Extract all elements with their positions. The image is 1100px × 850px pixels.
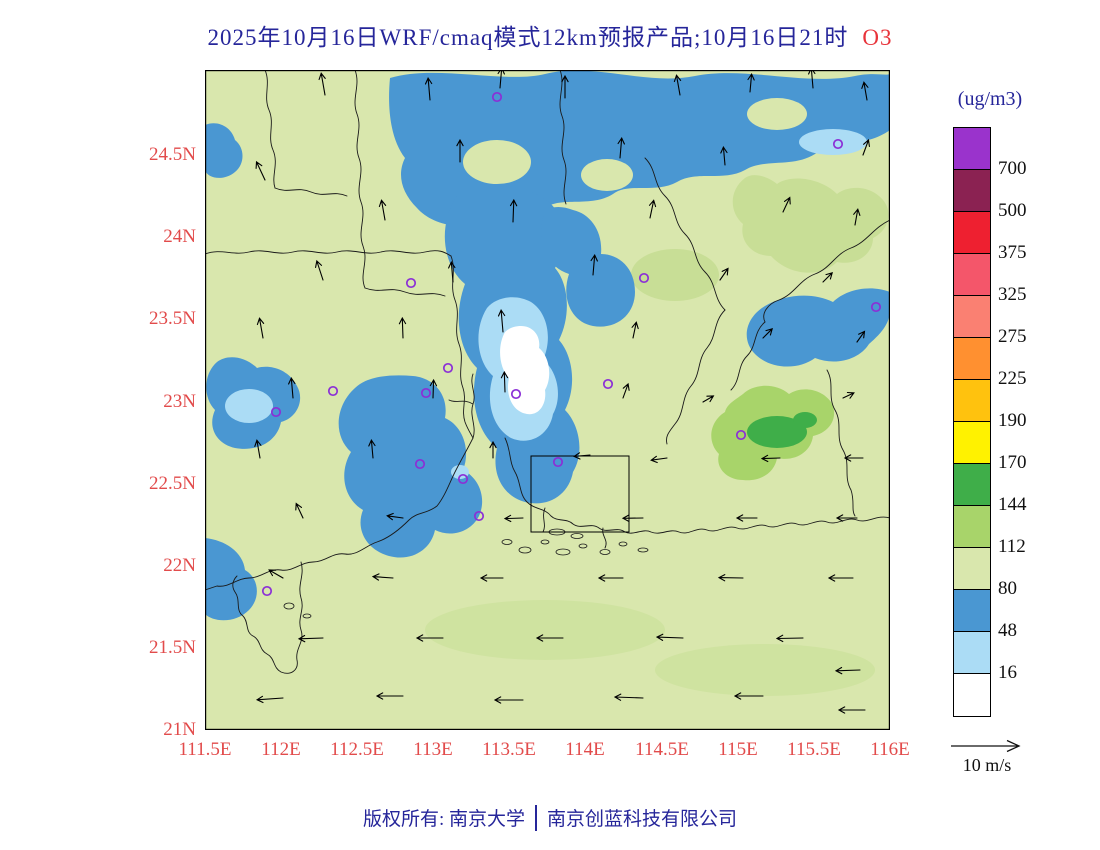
copyright-left: 版权所有: 南京大学 <box>362 809 525 830</box>
coastline <box>205 437 474 591</box>
color-scale-cell <box>954 548 990 590</box>
color-scale-value: 170 <box>998 452 1027 473</box>
color-scale-value: 190 <box>998 410 1027 431</box>
station-marker-icon <box>420 387 432 399</box>
lon-tick-label: 112.5E <box>330 739 384 760</box>
footer-divider <box>535 804 537 831</box>
color-scale-value: 144 <box>998 494 1027 515</box>
lat-tick-label: 21N <box>163 719 196 740</box>
page-title: 2025年10月16日WRF/cmaq模式12km预报产品;10月16日21时 O… <box>0 18 1100 52</box>
boundary-lines <box>205 70 890 674</box>
color-scale-value: 225 <box>998 368 1027 389</box>
wind-scale-arrow-icon <box>951 739 1021 753</box>
color-scale-bar <box>953 127 991 717</box>
lat-tick-label: 22N <box>163 555 196 576</box>
species-label: O3 <box>862 25 893 50</box>
coastline-east <box>504 437 890 534</box>
lon-tick-label: 114.5E <box>635 739 689 760</box>
lat-tick-label: 21.5N <box>149 637 196 658</box>
lat-tick-label: 24.5N <box>149 144 196 165</box>
station-marker-icon <box>414 458 426 470</box>
color-scale-cell <box>954 170 990 212</box>
station-marker-icon <box>735 429 747 441</box>
color-scale-value: 112 <box>998 536 1026 557</box>
station-marker-icon <box>491 91 503 103</box>
province-boundary <box>354 70 366 289</box>
color-scale-cell <box>954 254 990 296</box>
station-marker-icon <box>870 301 882 313</box>
color-scale-cell <box>954 212 990 254</box>
lon-tick-label: 112E <box>261 739 301 760</box>
lat-tick-label: 24N <box>163 226 196 247</box>
province-boundary <box>666 309 726 445</box>
province-boundary <box>826 369 856 517</box>
color-scale-value: 80 <box>998 578 1017 599</box>
province-boundary <box>763 219 890 323</box>
coastline-peninsula <box>232 561 303 674</box>
wind-scale-label: 10 m/s <box>962 755 1012 775</box>
lon-tick-label: 114E <box>565 739 605 760</box>
copyright-footer: 版权所有: 南京大学 南京创蓝科技有限公司 <box>0 804 1100 831</box>
station-marker-icon <box>510 388 522 400</box>
color-scale-cell <box>954 506 990 548</box>
lon-tick-label: 113E <box>413 739 453 760</box>
color-scale-cell <box>954 464 990 506</box>
station-marker-icon <box>457 473 469 485</box>
legend-units-label: (ug/m3) <box>957 88 1023 110</box>
lon-tick-label: 116E <box>870 739 910 760</box>
color-scale-cell <box>954 296 990 338</box>
color-scale-value: 275 <box>998 326 1027 347</box>
color-scale-value: 700 <box>998 158 1027 179</box>
station-marker-icon <box>832 138 844 150</box>
color-scale-cell <box>954 128 990 170</box>
color-scale-value: 16 <box>998 662 1017 683</box>
color-scale-labels: 700 500 375 325 275 225 190 170 144 112 80 48 16 <box>998 127 1068 715</box>
station-marker-icon <box>442 362 454 374</box>
color-scale-value: 500 <box>998 200 1027 221</box>
province-boundary <box>274 187 348 197</box>
lat-tick-label: 23.5N <box>149 308 196 329</box>
map-canvas <box>205 70 890 730</box>
color-scale-cell <box>954 338 990 380</box>
province-boundary <box>364 287 446 297</box>
province-boundary <box>205 250 452 257</box>
lat-tick-label: 22.5N <box>149 473 196 494</box>
title-text: 2025年10月16日WRF/cmaq模式12km预报产品;10月16日21时 <box>207 25 849 50</box>
station-marker-icon <box>473 510 485 522</box>
station-marker-icon <box>270 406 282 418</box>
province-boundary <box>730 321 766 391</box>
wind-scale: 10 m/s <box>945 738 1029 776</box>
map-frame <box>205 70 890 730</box>
station-marker-icon <box>327 385 339 397</box>
province-boundary <box>559 70 567 205</box>
color-scale-value: 375 <box>998 242 1027 263</box>
color-scale-cell <box>954 590 990 632</box>
station-marker-icon <box>405 277 417 289</box>
color-scale-cell <box>954 674 990 716</box>
color-scale-value: 48 <box>998 620 1017 641</box>
lon-tick-label: 115E <box>718 739 758 760</box>
province-boundary <box>264 70 276 189</box>
province-boundary <box>644 157 726 311</box>
lon-tick-label: 115.5E <box>787 739 841 760</box>
station-marker-icon <box>552 456 564 468</box>
station-marker-icon <box>261 585 273 597</box>
wind-arrows <box>254 70 870 714</box>
color-scale-cell <box>954 632 990 674</box>
color-scale-cell <box>954 380 990 422</box>
station-markers <box>261 91 882 597</box>
lon-tick-label: 113.5E <box>482 739 536 760</box>
color-scale-value: 325 <box>998 284 1027 305</box>
station-marker-icon <box>602 378 614 390</box>
forecast-map <box>205 70 890 730</box>
province-boundary <box>450 255 474 439</box>
color-scale-cell <box>954 422 990 464</box>
copyright-right: 南京创蓝科技有限公司 <box>547 809 738 830</box>
islands <box>283 528 649 619</box>
station-marker-icon <box>638 272 650 284</box>
lon-tick-label: 111.5E <box>178 739 232 760</box>
lat-tick-label: 23N <box>163 391 196 412</box>
